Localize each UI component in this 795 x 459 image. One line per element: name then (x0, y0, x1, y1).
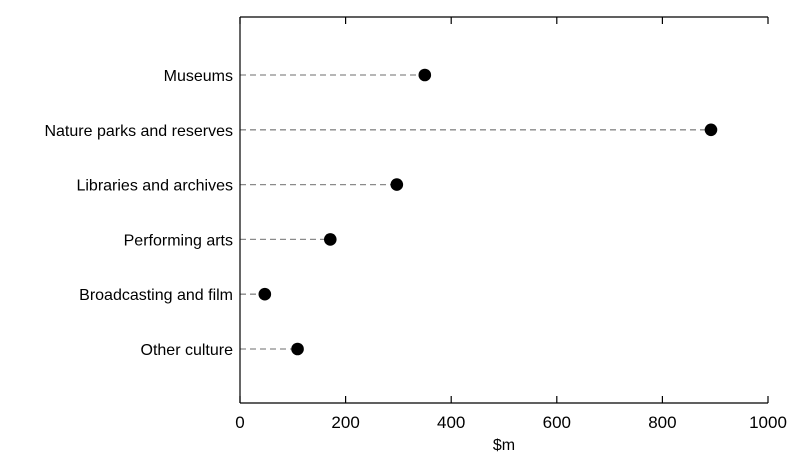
x-tick-label: 400 (437, 413, 465, 432)
data-points (258, 68, 718, 356)
x-tick-label: 1000 (749, 413, 787, 432)
category-label: Broadcasting and film (79, 287, 233, 304)
data-point (291, 342, 304, 356)
data-point (390, 178, 404, 191)
x-tick-label: 800 (648, 413, 676, 432)
x-tick-label: 600 (543, 413, 571, 432)
category-label: Museums (164, 68, 233, 85)
category-labels: Museums Nature parks and reserves Librarie… (44, 68, 233, 359)
category-label: Other culture (141, 342, 234, 359)
x-ticks: 0 200 400 600 800 1000 (235, 17, 787, 432)
category-label: Nature parks and reserves (44, 123, 233, 140)
category-label: Libraries and archives (76, 178, 233, 195)
x-tick-label: 200 (331, 413, 359, 432)
data-point (704, 123, 718, 137)
plot-frame (239, 16, 768, 404)
data-point (258, 287, 272, 301)
x-tick-label: 0 (235, 413, 244, 432)
leader-lines (240, 74, 711, 350)
category-label: Performing arts (124, 232, 233, 249)
data-point (323, 233, 337, 246)
data-point (418, 68, 432, 82)
x-axis-title: $m (493, 437, 515, 454)
